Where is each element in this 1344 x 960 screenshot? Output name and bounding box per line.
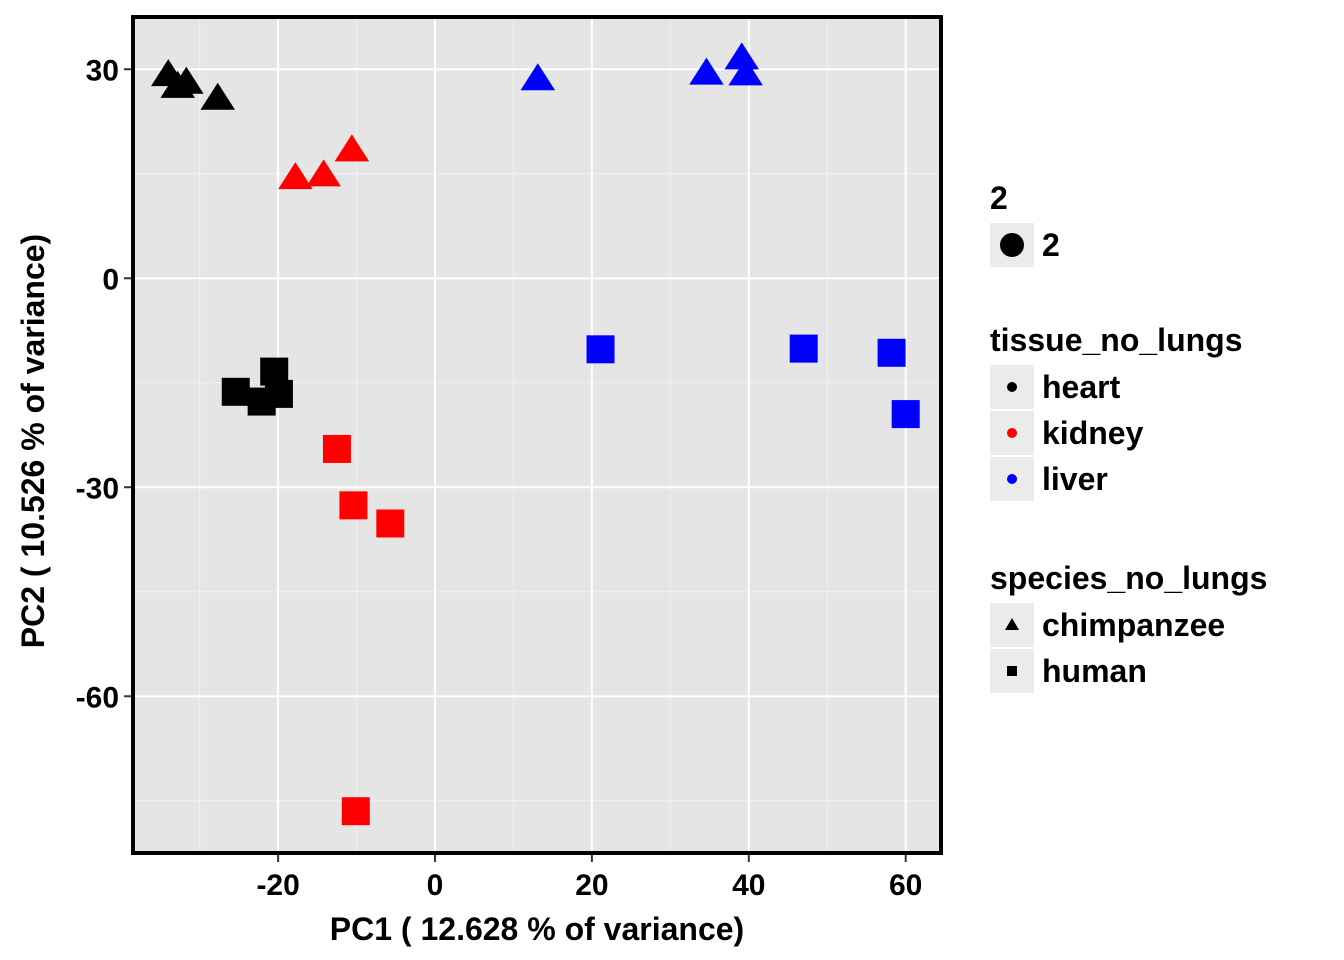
point-liver-chimpanzee <box>520 63 556 91</box>
legend-key <box>990 457 1034 501</box>
dot-icon <box>1007 474 1017 484</box>
legend-item-heart: heart <box>990 364 1243 410</box>
legend-key <box>990 603 1034 647</box>
point-kidney-chimpanzee <box>306 159 341 187</box>
legend-item-liver: liver <box>990 456 1243 502</box>
legend-species-title: species_no_lungs <box>990 560 1268 596</box>
plot-border <box>131 15 943 855</box>
legend-key <box>990 649 1034 693</box>
legend-size-title: 2 <box>990 180 1008 216</box>
point-liver-human <box>586 335 615 364</box>
y-tick-label: -60 <box>76 681 119 714</box>
legend-key <box>990 411 1034 455</box>
y-tick-label: 0 <box>102 263 119 296</box>
legend-label: kidney <box>1042 414 1144 451</box>
y-tick-label: -30 <box>76 472 119 505</box>
point-liver-human <box>789 334 818 363</box>
square-icon <box>1007 666 1017 676</box>
legend-size-item: 2 <box>990 222 1060 268</box>
x-tick-label: 0 <box>427 869 444 902</box>
point-liver-chimpanzee <box>728 58 763 86</box>
point-kidney-human <box>376 509 405 538</box>
y-axis-ticks: 30 0 -30 -60 <box>76 54 131 714</box>
legend-species: species_no_lungs chimpanzee human <box>990 560 1267 694</box>
legend-item-kidney: kidney <box>990 410 1243 456</box>
legend-item-chimpanzee: chimpanzee <box>990 602 1267 648</box>
x-tick-label: 20 <box>575 869 608 902</box>
point-heart-human <box>221 377 250 406</box>
point-kidney-human <box>322 434 351 463</box>
point-kidney-chimpanzee <box>334 134 370 162</box>
triangle-icon <box>1005 618 1019 630</box>
legend-tissue: tissue_no_lungs heart kidney liver <box>990 322 1243 502</box>
x-tick-label: 40 <box>732 869 765 902</box>
point-heart-human <box>264 379 293 408</box>
point-liver-chimpanzee <box>724 42 759 70</box>
legend-key <box>990 223 1034 267</box>
point-liver-human <box>891 400 920 429</box>
x-tick-label: 60 <box>889 869 922 902</box>
legend-size: 2 2 <box>990 180 1060 268</box>
legend-tissue-title: tissue_no_lungs <box>990 322 1243 358</box>
plot-panel <box>133 17 941 853</box>
x-axis-ticks: -20 0 20 40 60 <box>256 855 922 902</box>
legend-label: liver <box>1042 460 1108 497</box>
point-heart-chimpanzee <box>200 82 235 110</box>
dot-icon <box>1007 428 1017 438</box>
data-points <box>151 42 920 826</box>
point-heart-chimpanzee <box>169 66 204 94</box>
legend-key <box>990 365 1034 409</box>
legend-label: human <box>1042 652 1147 689</box>
y-tick-label: 30 <box>86 54 119 87</box>
point-kidney-human <box>339 491 368 520</box>
dot-icon <box>1007 382 1017 392</box>
legend-label: heart <box>1042 368 1121 405</box>
point-kidney-human <box>341 797 370 826</box>
point-liver-chimpanzee <box>689 57 724 85</box>
point-kidney-chimpanzee <box>278 162 313 190</box>
legend-label: chimpanzee <box>1042 606 1226 643</box>
x-axis-label: PC1 ( 12.628 % of variance) <box>330 911 744 947</box>
legend-label: 2 <box>1042 226 1060 263</box>
circle-icon <box>1000 233 1024 257</box>
x-tick-label: -20 <box>256 869 299 902</box>
panel-background <box>133 17 941 853</box>
y-axis-label: PC2 ( 10.526 % of variance) <box>15 234 51 648</box>
legend-item-human: human <box>990 648 1267 694</box>
point-liver-human <box>877 338 906 367</box>
